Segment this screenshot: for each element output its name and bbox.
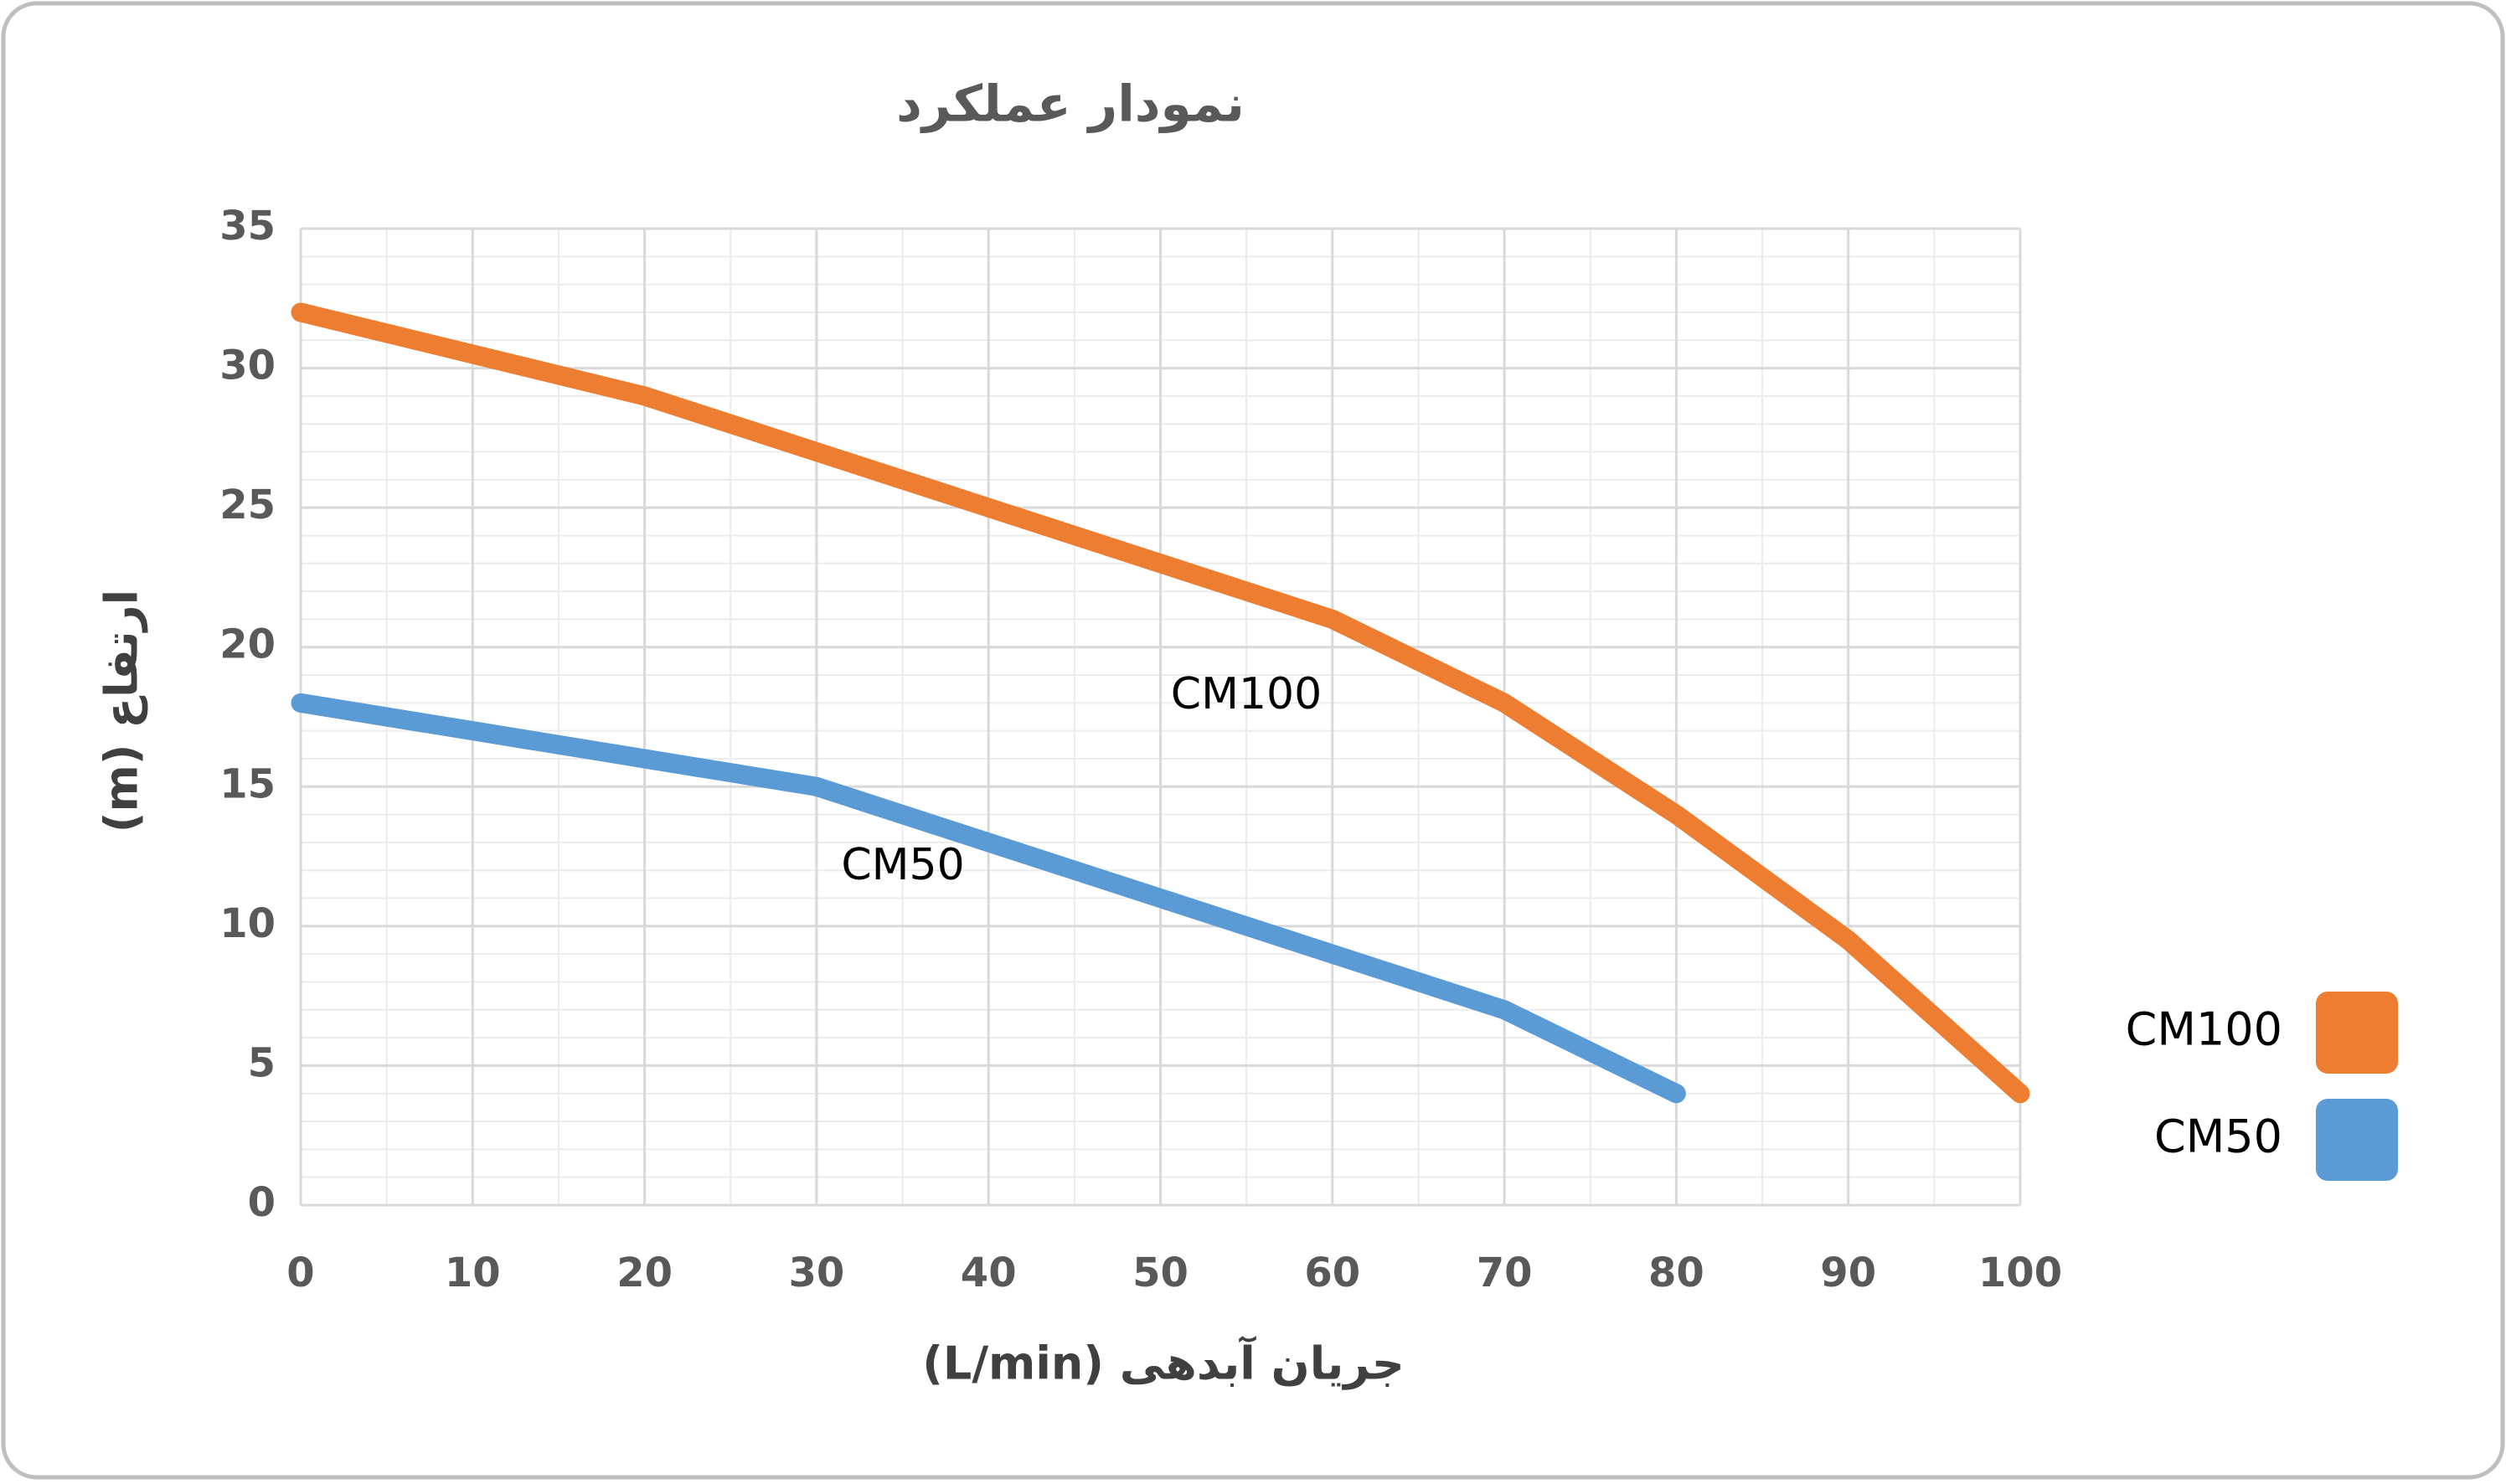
- x-tick-label: 100: [1978, 1250, 2062, 1296]
- series-line: [291, 302, 2030, 1104]
- y-tick-label: 25: [219, 482, 276, 528]
- y-tick-label: 5: [248, 1039, 276, 1086]
- y-tick-label: 0: [248, 1179, 276, 1226]
- x-tick-label: 80: [1648, 1250, 1704, 1296]
- y-tick-label: 35: [219, 203, 276, 250]
- legend-label: CM100: [2126, 1003, 2282, 1056]
- x-tick-label: 30: [789, 1250, 845, 1296]
- y-tick-label: 30: [219, 343, 276, 389]
- x-tick-label: 0: [286, 1250, 314, 1296]
- x-tick-label: 60: [1304, 1250, 1360, 1296]
- y-axis-label: ارتفاع (m): [95, 590, 148, 832]
- x-tick-label: 50: [1132, 1250, 1189, 1296]
- annotation: CM50: [841, 840, 964, 890]
- series-line: [291, 693, 1686, 1104]
- legend-swatch: [2316, 1099, 2398, 1181]
- x-tick-label: 70: [1477, 1250, 1533, 1296]
- legend-swatch: [2316, 992, 2398, 1074]
- y-tick-label: 10: [219, 900, 276, 947]
- chart-title: نمودار عملکرد: [896, 75, 1245, 134]
- y-tick-label: 15: [219, 760, 276, 807]
- x-tick-label: 20: [616, 1250, 673, 1296]
- y-tick-label: 20: [219, 621, 276, 668]
- legend-label: CM50: [2154, 1110, 2282, 1163]
- x-tick-label: 40: [961, 1250, 1017, 1296]
- x-tick-label: 10: [445, 1250, 501, 1296]
- x-tick-label: 90: [1820, 1250, 1876, 1296]
- annotation: CM100: [1171, 669, 1322, 719]
- x-axis-label: جریان آبدهی (L/min): [922, 1336, 1405, 1390]
